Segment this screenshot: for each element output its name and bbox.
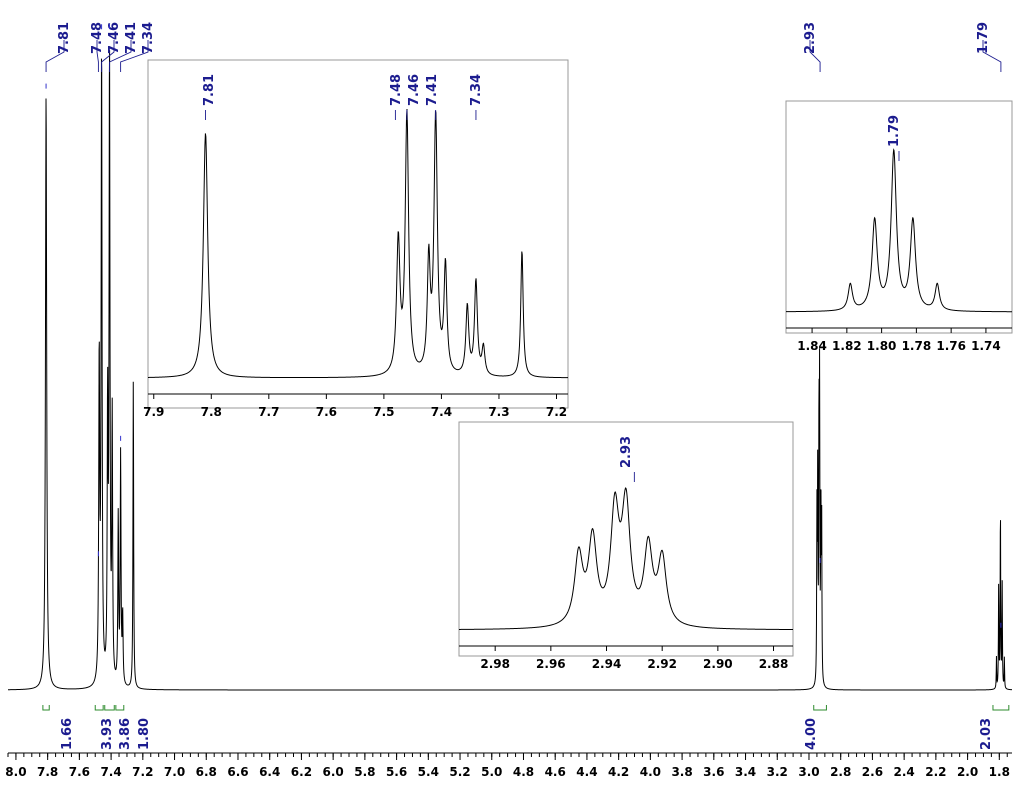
inset-x-axis-tick-label: 2.98 [480,657,510,671]
x-axis-tick-label: 7.6 [69,765,90,779]
peak-label-main: 7.48 [90,22,105,54]
x-axis-tick-label: 7.8 [37,765,58,779]
x-axis-tick-label: 2.6 [862,765,883,779]
inset-peak-label: 2.93 [619,436,634,468]
x-axis-tick-label: 6.2 [291,765,312,779]
x-axis-tick-label: 2.4 [894,765,915,779]
x-axis-tick-label: 3.8 [671,765,692,779]
x-axis-tick-label: 4.8 [513,765,534,779]
inset-spectrum-trace [786,148,1013,313]
peak-label-main: 7.41 [124,22,139,54]
integral-bracket [94,705,104,711]
inset-peak-label: 7.46 [407,74,422,106]
integral-value: 2.03 [979,718,994,750]
inset-x-axis-tick-label: 7.2 [546,405,567,419]
x-axis: 8.0 7.8 7.6 7.4 7.2 7.0 6.8 6.6 6.4 6.2 6.0 5.8 5.6 5… [5,752,1012,779]
integral-value: 3.86 [118,718,133,750]
x-axis-tick-label: 5.8 [354,765,375,779]
x-axis-tick-label: 2.8 [830,765,851,779]
inset-x-axis-tick-label: 7.6 [316,405,337,419]
integral-bracket [42,705,50,711]
inset-panel-triplet-2.93 [458,421,794,657]
integral-value: 4.00 [804,718,819,750]
inset-spectrum-trace [147,109,568,379]
inset-x-axis-tick-label: 2.88 [759,657,789,671]
integral-annotations: 1.66 3.93 3.86 1.80 4.00 2.03 [42,705,1010,750]
x-axis-tick-label: 6.0 [323,765,344,779]
x-axis-tick-label: 4.2 [608,765,629,779]
x-axis-tick-label: 4.6 [545,765,566,779]
inset-x-axis-tick-label: 1.84 [797,339,827,353]
peak-leader-line-main [101,40,115,72]
x-axis-tick-label: 8.0 [5,765,26,779]
x-axis-tick-label: 4.0 [640,765,661,779]
peak-leader-line-main [96,40,99,72]
integral-value: 1.66 [60,718,75,750]
integral-value: 3.93 [100,718,115,750]
x-axis-tick-label: 3.0 [798,765,819,779]
x-axis-tick-label: 3.4 [735,765,756,779]
peak-label-main: 7.34 [141,22,156,54]
x-axis-tick-label: 5.4 [418,765,439,779]
peak-label-main: 7.81 [57,22,72,54]
inset-peak-label: 7.41 [425,74,440,106]
x-axis-tick-label: 7.4 [100,765,121,779]
peak-label-main: 2.93 [803,22,818,54]
inset-panel-quintet-1.79 [785,100,1013,334]
inset-spectrum-trace [459,487,793,631]
x-axis-tick-label: 3.6 [703,765,724,779]
inset-panels: 7.9 7.8 7.7 7.6 7.5 7.4 7.3 7.2 7.81 7.48 7.46 7.41… [143,59,1013,671]
x-axis-tick-label: 4.4 [576,765,597,779]
inset-x-axis-tick-label: 2.92 [647,657,677,671]
x-axis-tick-label: 1.8 [989,765,1010,779]
integral-bracket [813,705,827,711]
inset-peak-label: 7.34 [469,74,484,106]
peak-label-main: 1.79 [976,22,991,54]
inset-x-axis-tick-label: 1.80 [867,339,897,353]
x-axis-tick-label: 5.6 [386,765,407,779]
x-axis-tick-label: 2.0 [957,765,978,779]
integral-bracket [115,705,125,711]
x-axis-tick-label: 5.0 [481,765,502,779]
inset-x-axis-tick-label: 7.3 [488,405,509,419]
inset-panel-aromatic [147,59,569,409]
peak-leader-line-main [109,40,132,72]
peak-leader-line-main [809,40,821,72]
peak-leader-line-main [982,40,1002,72]
integral-bracket [992,705,1010,711]
peak-leader-line-main [45,40,65,72]
inset-x-axis-tick-label: 7.7 [258,405,279,419]
inset-x-axis-tick-label: 7.8 [201,405,222,419]
inset-x-axis-tick-label: 7.5 [373,405,394,419]
inset-x-axis-tick-label: 2.96 [536,657,566,671]
x-axis-tick-label: 7.0 [164,765,185,779]
integral-bracket [104,705,115,711]
x-axis-tick-label: 6.4 [259,765,280,779]
x-axis-tick-label: 3.2 [767,765,788,779]
integral-value: 1.80 [137,718,152,750]
x-axis-tick-label: 2.2 [925,765,946,779]
x-axis-tick-label: 6.8 [196,765,217,779]
inset-peak-label: 7.48 [389,74,404,106]
inset-x-axis-tick-label: 1.82 [832,339,862,353]
main-spectrum-trace [8,50,1013,691]
inset-x-axis-tick-label: 1.78 [902,339,932,353]
inset-x-axis-tick-label: 7.9 [143,405,164,419]
peak-leader-line-main [120,40,149,72]
x-axis-tick-label: 5.2 [449,765,470,779]
x-axis-tick-label: 7.2 [132,765,153,779]
inset-peak-label: 1.79 [887,115,902,147]
inset-x-axis-tick-label: 7.4 [431,405,452,419]
inset-x-axis-tick-label: 2.94 [592,657,622,671]
main-spectrum: 7.81 7.48 7.46 7.41 7.34 2.93 1.79 [8,22,1013,691]
inset-x-axis-tick-label: 2.90 [703,657,733,671]
x-axis-tick-label: 6.6 [227,765,248,779]
peak-label-main: 7.46 [107,22,122,54]
inset-peak-label: 7.81 [202,74,217,106]
inset-x-axis-tick-label: 1.76 [936,339,966,353]
inset-x-axis-tick-label: 1.74 [971,339,1001,353]
